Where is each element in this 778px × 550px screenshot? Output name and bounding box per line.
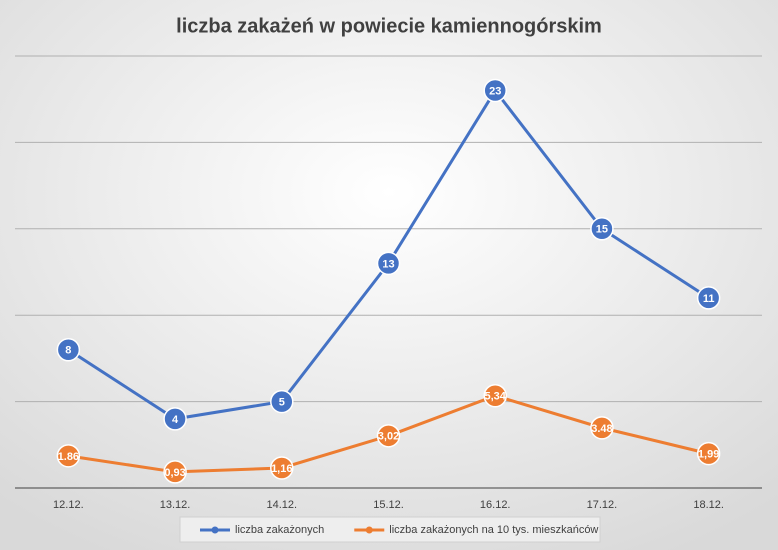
data-point — [163, 407, 187, 431]
data-label: 3,02 — [378, 431, 399, 443]
x-tick-label: 12.12. — [53, 499, 84, 511]
legend — [179, 516, 601, 543]
legend-label: liczba zakażonych na 10 tys. mieszkańców — [389, 524, 598, 536]
x-tick-label: 17.12. — [587, 499, 618, 511]
data-label: 0,93 — [164, 467, 185, 479]
data-point — [590, 217, 614, 241]
data-label: 15 — [596, 224, 608, 236]
legend-label: liczba zakażonych — [235, 524, 324, 536]
data-label: 1.86 — [58, 451, 79, 463]
data-label: 23 — [489, 85, 501, 97]
x-tick-label: 14.12. — [266, 499, 297, 511]
data-point — [56, 444, 81, 468]
data-point — [483, 383, 507, 408]
data-point — [590, 416, 614, 440]
data-point — [56, 338, 81, 362]
data-point — [376, 251, 401, 276]
data-label: 8 — [65, 345, 71, 357]
data-label: 5 — [279, 397, 285, 409]
data-point — [270, 456, 294, 480]
x-tick-label: 16.12. — [480, 499, 511, 511]
chart-title: liczba zakażeń w powiecie kamiennogórski… — [176, 15, 602, 37]
data-point — [163, 460, 187, 484]
x-tick-label: 13.12. — [160, 499, 191, 511]
data-point — [270, 389, 294, 414]
data-label: 5,34 — [485, 391, 507, 403]
data-label: 4 — [172, 414, 179, 426]
data-point — [696, 286, 721, 310]
data-label: 11 — [703, 293, 715, 305]
data-point — [376, 424, 401, 448]
x-tick-label: 15.12. — [373, 499, 404, 511]
data-point — [483, 78, 507, 103]
data-label: 1,16 — [271, 463, 292, 475]
data-label: 1,99 — [698, 449, 719, 461]
data-point — [696, 441, 721, 466]
data-label: 13 — [382, 258, 394, 270]
x-tick-label: 18.12. — [693, 499, 724, 511]
legend-marker — [211, 526, 219, 534]
data-label: 3.48 — [591, 423, 612, 435]
legend-marker — [365, 526, 373, 534]
